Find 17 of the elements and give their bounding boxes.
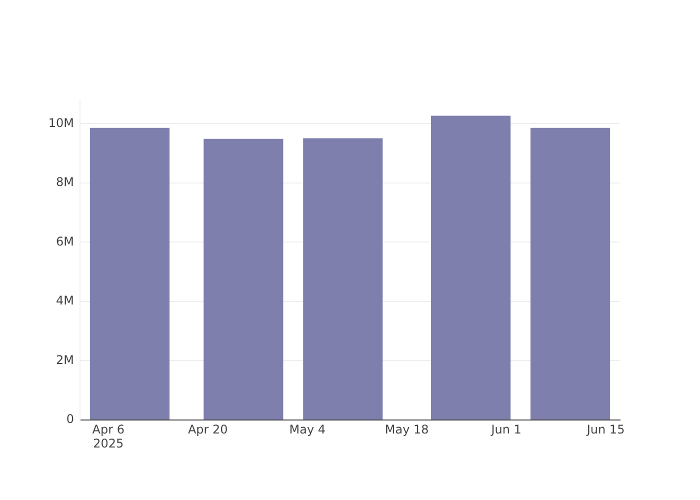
x-tick-label: Jun 15 (586, 422, 625, 436)
x-tick-label: Jun 1 (490, 422, 522, 436)
bar (204, 138, 284, 420)
bar (431, 116, 511, 420)
y-tick-label: 4M (56, 294, 74, 308)
x-tick-label: May 4 (289, 422, 326, 436)
y-tick-label: 6M (56, 234, 74, 248)
y-tick-label: 10M (48, 116, 74, 130)
y-tick-label: 2M (56, 352, 74, 367)
y-tick-label: 8M (56, 175, 74, 190)
x-tick-label: Apr 20 (188, 422, 228, 436)
bar (303, 138, 383, 420)
y-tick-label: 0 (66, 412, 74, 426)
x-tick-label: May 18 (384, 422, 429, 436)
bar (530, 128, 610, 420)
x-tick-label: Apr 6 2025 (92, 422, 125, 451)
bar (90, 128, 170, 420)
